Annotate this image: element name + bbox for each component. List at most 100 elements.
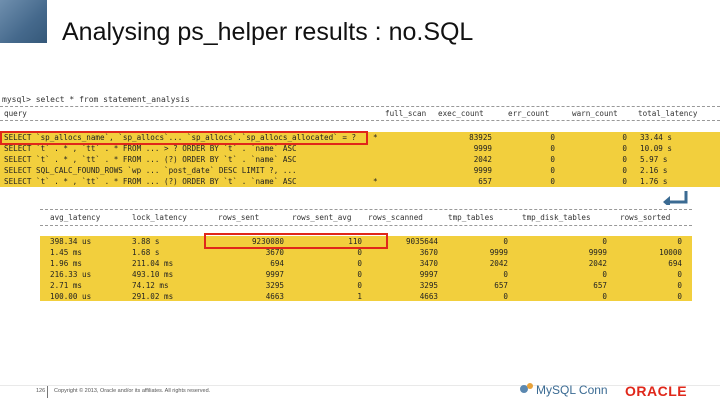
col-header-warn-count: warn_count	[572, 109, 618, 118]
table-row: 216.33 us 493.10 ms 9997 0 9997 0 0 0	[40, 269, 692, 280]
cell-rows-sorted: 10000	[659, 248, 682, 257]
cell-tmp-tables: 9999	[489, 248, 508, 257]
cell-warn-count: 0	[622, 177, 627, 186]
cell-rows-sent-avg: 1	[357, 292, 362, 301]
cell-exec-count: 9999	[473, 166, 492, 175]
cell-exec-count: 2042	[473, 155, 492, 164]
highlight-outline-rows	[204, 233, 388, 249]
cell-rows-sent: 9230080	[251, 237, 284, 246]
cell-avg-latency: 1.45 ms	[50, 248, 83, 257]
col-header-tmp-disk-tables: tmp_disk_tables	[522, 213, 591, 222]
col-header-total-latency: total_latency	[638, 109, 698, 118]
col-header-rows-scanned: rows_scanned	[368, 213, 423, 222]
col-header-tmp-tables: tmp_tables	[448, 213, 494, 222]
cell-total-latency: 2.16 s	[640, 166, 668, 175]
cell-tmp-tables: 0	[503, 292, 508, 301]
cell-rows-scanned: 9035644	[405, 237, 438, 246]
page-number: 126	[36, 388, 46, 394]
oracle-logo: ORACLE	[625, 383, 688, 399]
cell-rows-sent-avg: 110	[348, 237, 362, 246]
cell-avg-latency: 216.33 us	[50, 270, 92, 279]
cell-rows-sorted: 694	[668, 259, 682, 268]
cell-warn-count: 0	[622, 166, 627, 175]
col-header-rows-sent-avg: rows_sent_avg	[292, 213, 352, 222]
result-grid-1: query full_scan exec_count err_count war…	[0, 105, 720, 187]
grid-border	[0, 106, 720, 107]
cell-tmp-tables: 657	[494, 281, 508, 290]
cell-tmp-disk-tables: 9999	[588, 248, 607, 257]
mysql-connect-logo: MySQL Connect	[520, 383, 608, 397]
cell-exec-count: 9999	[473, 144, 492, 153]
cell-exec-count: 657	[478, 177, 492, 186]
cell-tmp-disk-tables: 0	[602, 292, 607, 301]
table-row: 398.34 us 3.88 s 9230080 110 9035644 0 0…	[40, 236, 692, 247]
table-row: 1.45 ms 1.68 s 3670 0 3670 9999 9999 100…	[40, 247, 692, 258]
cell-err-count: 0	[550, 177, 555, 186]
cell-lock-latency: 3.88 s	[132, 237, 160, 246]
cell-query: SELECT `t` . * , `tt` . * FROM ... (?) O…	[4, 177, 297, 186]
cell-query: SELECT `sp_allocs_name`, `sp_allocs`... …	[4, 133, 357, 142]
table-row: SELECT SQL_CALC_FOUND_ROWS `wp ... `post…	[0, 165, 720, 176]
cell-rows-scanned: 3470	[419, 259, 438, 268]
cell-rows-sent: 3295	[265, 281, 284, 290]
cell-tmp-disk-tables: 0	[602, 237, 607, 246]
cell-lock-latency: 74.12 ms	[132, 281, 169, 290]
cell-rows-sent: 9997	[265, 270, 284, 279]
cell-err-count: 0	[550, 133, 555, 142]
terminal-statement-analysis: mysql> select * from statement_analysis …	[0, 93, 720, 187]
cell-exec-count: 83925	[469, 133, 492, 142]
cell-rows-sent-avg: 0	[357, 281, 362, 290]
terminal-command: mysql> select * from statement_analysis	[2, 95, 190, 104]
terminal-statement-analysis-continued: avg_latency lock_latency rows_sent rows_…	[40, 205, 692, 301]
col-header-rows-sent: rows_sent	[218, 213, 260, 222]
cell-full-scan: *	[373, 177, 378, 186]
cell-total-latency: 1.76 s	[640, 177, 668, 186]
table-row: 1.96 ms 211.04 ms 694 0 3470 2042 2042 6…	[40, 258, 692, 269]
grid-header-row: query full_scan exec_count err_count war…	[0, 108, 720, 119]
cell-err-count: 0	[550, 166, 555, 175]
cell-avg-latency: 1.96 ms	[50, 259, 83, 268]
cell-full-scan: *	[373, 133, 378, 142]
cell-rows-sent-avg: 0	[357, 270, 362, 279]
highlight-outline-query	[0, 131, 368, 145]
cell-rows-sorted: 0	[677, 292, 682, 301]
cell-rows-scanned: 3670	[419, 248, 438, 257]
cell-avg-latency: 398.34 us	[50, 237, 92, 246]
cell-tmp-tables: 2042	[489, 259, 508, 268]
cell-tmp-tables: 0	[503, 237, 508, 246]
grid-border	[40, 225, 692, 226]
footer-separator	[47, 386, 48, 398]
cell-avg-latency: 100.00 us	[50, 292, 92, 301]
cell-rows-sent-avg: 0	[357, 248, 362, 257]
cell-lock-latency: 1.68 s	[132, 248, 160, 257]
table-row: 100.00 us 291.02 ms 4663 1 4663 0 0 0	[40, 291, 692, 301]
col-header-query: query	[4, 109, 27, 118]
cell-rows-scanned: 3295	[419, 281, 438, 290]
cell-tmp-disk-tables: 657	[593, 281, 607, 290]
table-row: SELECT `t` . * , `tt` . * FROM ... > ? O…	[0, 143, 720, 154]
cell-err-count: 0	[550, 155, 555, 164]
cell-rows-sent-avg: 0	[357, 259, 362, 268]
cell-full-scan	[373, 154, 383, 165]
cell-tmp-tables: 0	[503, 270, 508, 279]
cell-warn-count: 0	[622, 133, 627, 142]
cell-rows-sorted: 0	[677, 237, 682, 246]
cell-err-count: 0	[550, 144, 555, 153]
cell-rows-scanned: 4663	[419, 292, 438, 301]
table-row: SELECT `t` . * , `tt` . * FROM ... (?) O…	[0, 154, 720, 165]
cell-rows-sent: 3670	[265, 248, 284, 257]
cell-avg-latency: 2.71 ms	[50, 281, 83, 290]
col-header-full-scan: full_scan	[385, 109, 427, 118]
cell-full-scan	[373, 165, 383, 176]
col-header-rows-sorted: rows_sorted	[620, 213, 671, 222]
corner-decoration	[0, 0, 47, 43]
copyright-notice: Copyright © 2013, Oracle and/or its affi…	[54, 388, 211, 394]
cell-rows-sorted: 0	[677, 270, 682, 279]
cell-query: SELECT `t` . * , `tt` . * FROM ... > ? O…	[4, 144, 297, 153]
col-header-exec-count: exec_count	[438, 109, 484, 118]
cell-full-scan	[373, 143, 383, 154]
cell-rows-scanned: 9997	[419, 270, 438, 279]
cell-warn-count: 0	[622, 144, 627, 153]
table-row: SELECT `sp_allocs_name`, `sp_allocs`... …	[0, 132, 720, 143]
col-header-lock-latency: lock_latency	[132, 213, 187, 222]
